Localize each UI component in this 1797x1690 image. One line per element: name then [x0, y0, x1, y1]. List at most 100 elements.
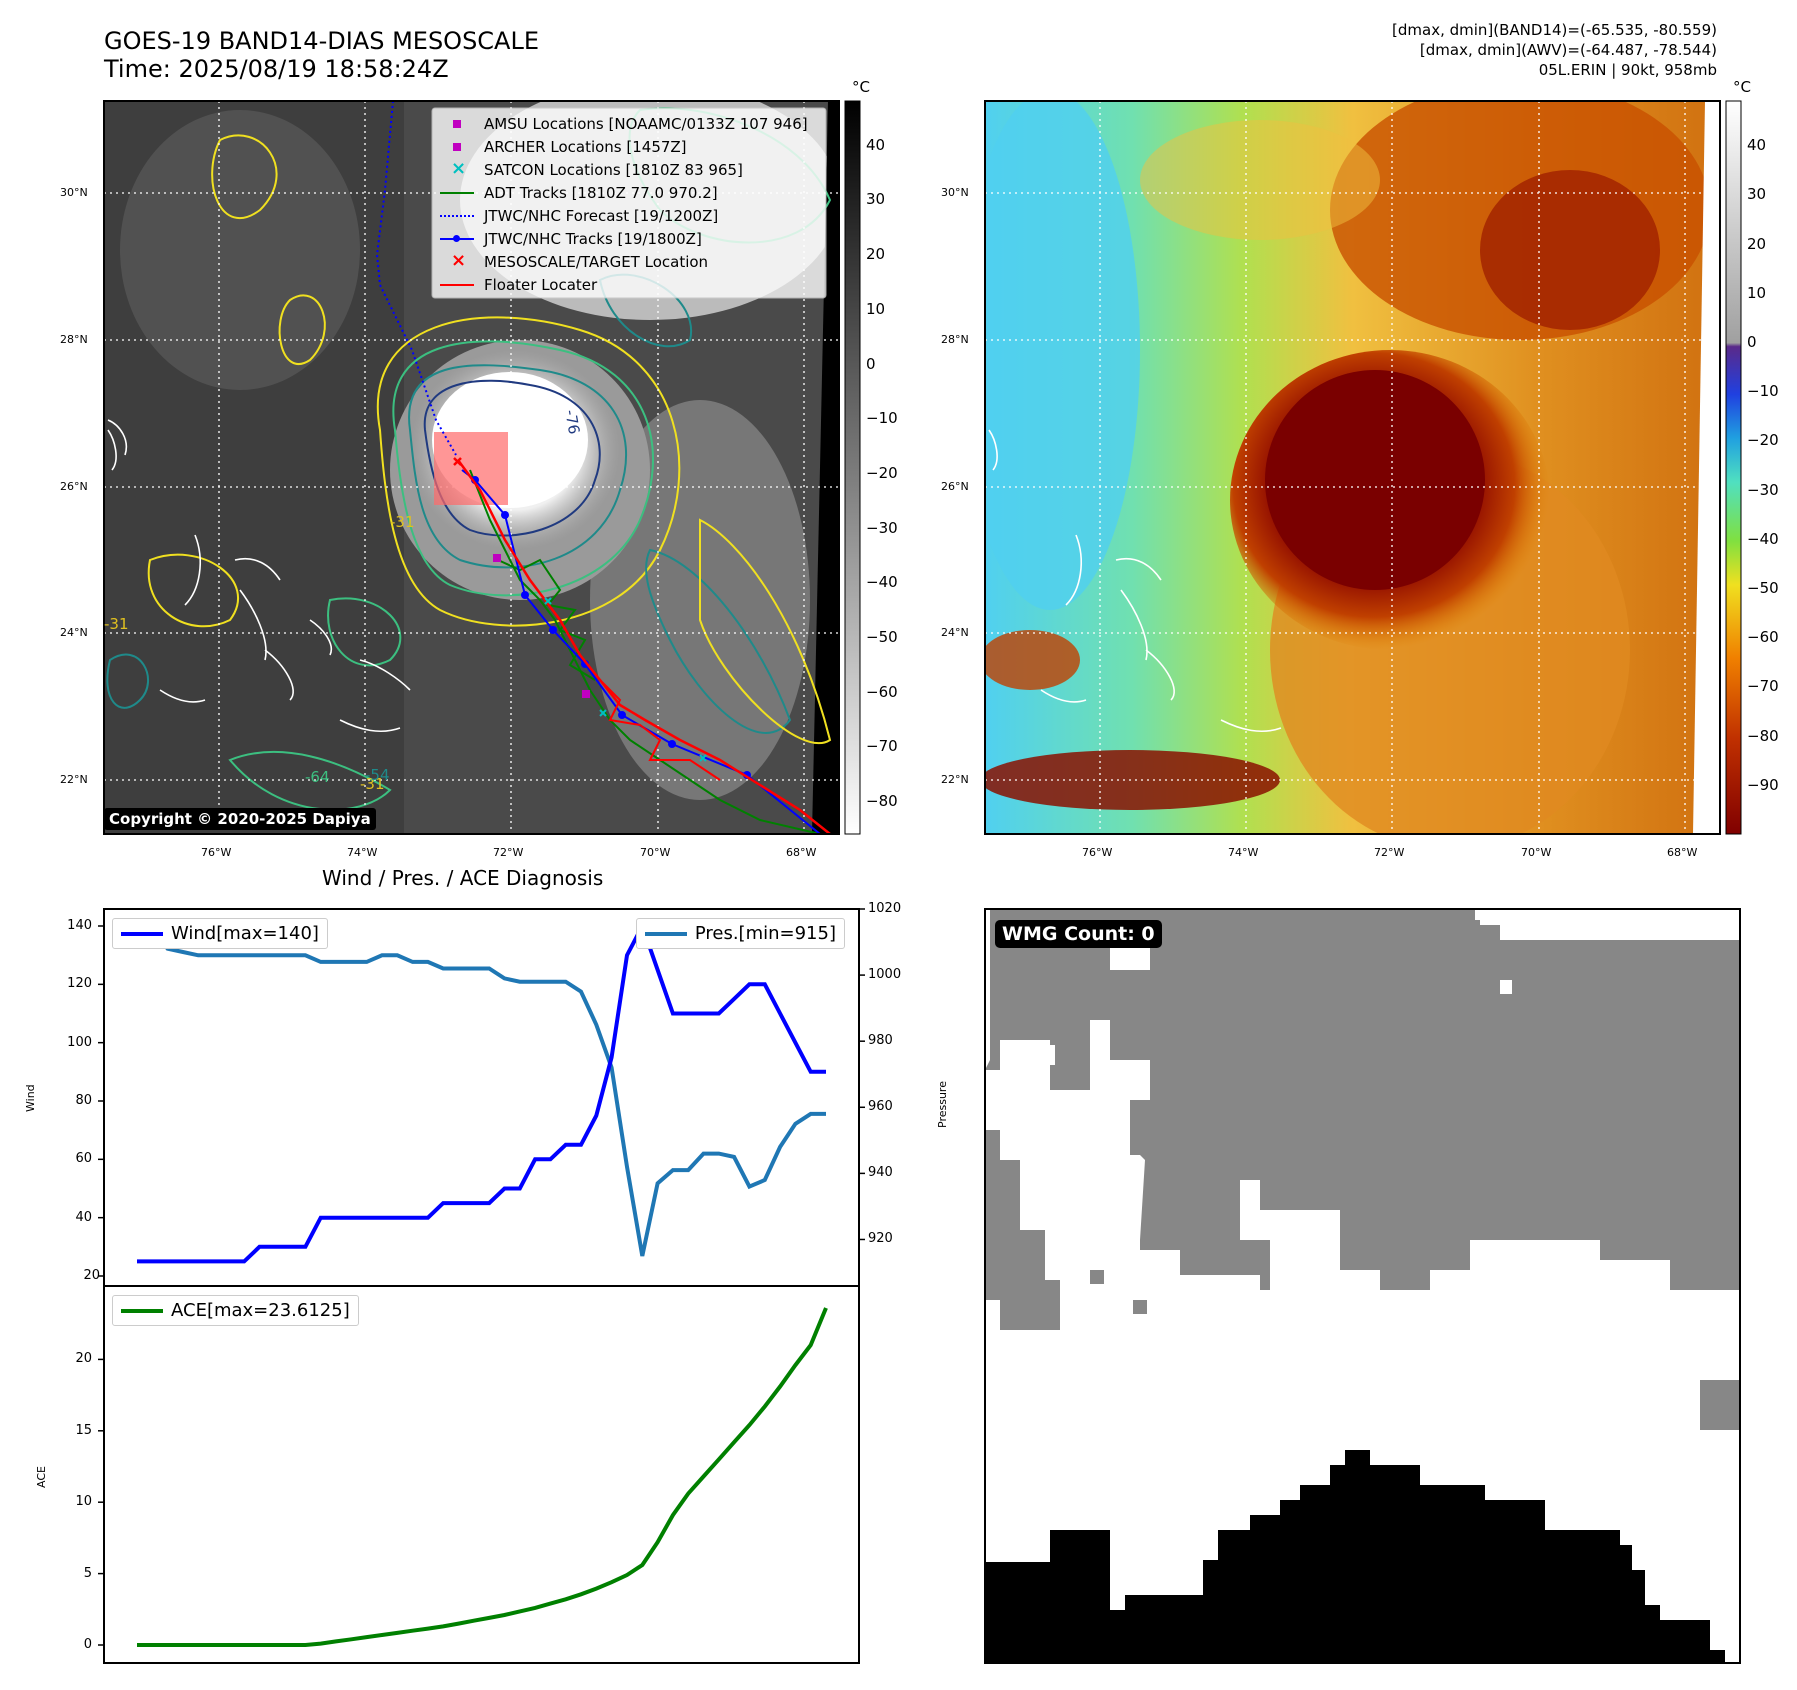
legend-entry: ADT Tracks [1810Z 77.0 970.2] [440, 183, 718, 203]
wmg-frame [984, 908, 1741, 1664]
lat-label: 30°N [60, 186, 88, 199]
pres-legend: Pres.[min=915] [635, 918, 845, 949]
info-line-1: [dmax, dmin](BAND14)=(-65.535, -80.559) [1392, 21, 1717, 39]
gray-colorbar-tick: 30 [866, 190, 886, 209]
gray-colorbar-unit: °C [852, 78, 870, 96]
ace-series-line [137, 1307, 828, 1647]
pressure-tick-label: 1000 [868, 967, 902, 983]
pressure-tick-label: 920 [868, 1231, 893, 1247]
color-colorbar-tick: −50 [1747, 579, 1779, 598]
legend-label: AMSU Locations [NOAAMC/0133Z 107 946] [484, 115, 808, 133]
legend-label: Floater Locater [484, 276, 598, 294]
gray-colorbar-tick: −80 [866, 792, 898, 811]
color-colorbar [1725, 100, 1742, 835]
lat-label: 26°N [941, 480, 969, 493]
wind-axis-label: Wind [24, 1084, 37, 1112]
legend-entry: ARCHER Locations [1457Z] [440, 137, 687, 157]
gray-colorbar-tick: −20 [866, 463, 898, 482]
wind-tick-label: 20 [83, 1268, 100, 1283]
legend-marker [440, 183, 474, 203]
pressure-axis-label: Pressure [936, 1081, 949, 1128]
lon-label: 72°W [493, 846, 524, 859]
color-colorbar-tick: 30 [1747, 185, 1767, 204]
legend-entry: Floater Locater [440, 275, 597, 295]
grayscale-map-frame [103, 100, 840, 835]
ace-axes [103, 1285, 860, 1664]
lon-label: 72°W [1374, 846, 1405, 859]
color-colorbar-tick: −30 [1747, 480, 1779, 499]
legend-marker: × [451, 158, 467, 179]
wind-pres-plot [98, 908, 865, 1277]
legend-entry: JTWC/NHC Forecast [19/1200Z] [440, 206, 718, 226]
color-colorbar-unit: °C [1733, 78, 1751, 96]
color-colorbar-tick: −10 [1747, 382, 1779, 401]
legend-marker [440, 229, 474, 249]
pressure-tick-label: 1020 [868, 901, 902, 916]
lat-label: 30°N [941, 186, 969, 199]
contour-label: -64 [305, 768, 330, 786]
wind-legend-swatch [121, 931, 163, 936]
lon-label: 70°W [640, 846, 671, 859]
gray-colorbar-tick: −60 [866, 682, 898, 701]
pressure-series-line [137, 926, 826, 1257]
pres-legend-label: Pres.[min=915] [694, 923, 836, 944]
wind-tick-label: 80 [75, 1093, 92, 1108]
color-colorbar-tick: 40 [1747, 136, 1767, 155]
pressure-tick-label: 980 [868, 1033, 893, 1049]
figure-title: GOES-19 BAND14-DIAS MESOSCALE [104, 27, 540, 55]
legend-marker: × [451, 250, 467, 271]
lat-label: 28°N [941, 333, 969, 346]
wmg-count-badge: WMG Count: 0 [995, 920, 1162, 948]
figure-time: Time: 2025/08/19 18:58:24Z [104, 55, 449, 83]
gray-colorbar-tick: −70 [866, 737, 898, 756]
contour-label: -54 [365, 766, 390, 784]
diagnosis-title: Wind / Pres. / ACE Diagnosis [322, 866, 604, 890]
contour-label: -31 [390, 513, 415, 531]
color-colorbar-tick: 0 [1747, 333, 1757, 352]
gray-colorbar-tick: −50 [866, 628, 898, 647]
wind-series-line [137, 920, 826, 1264]
lon-label: 68°W [786, 846, 817, 859]
ace-tick-label: 15 [75, 1422, 92, 1438]
lon-label: 70°W [1521, 846, 1552, 859]
legend-entry: × SATCON Locations [1810Z 83 965] [440, 158, 743, 180]
legend-label: JTWC/NHC Tracks [19/1800Z] [484, 230, 702, 248]
gray-colorbar-tick: −30 [866, 518, 898, 537]
legend-label: ADT Tracks [1810Z 77.0 970.2] [484, 184, 718, 202]
gray-colorbar [844, 100, 861, 835]
ace-legend-swatch [121, 1308, 163, 1313]
wind-legend-label: Wind[max=140] [171, 923, 319, 944]
lon-label: 76°W [201, 846, 232, 859]
wind-tick-label: 100 [67, 1034, 92, 1050]
ace-legend: ACE[max=23.6125] [112, 1295, 359, 1326]
legend-label: ARCHER Locations [1457Z] [484, 138, 687, 156]
ace-axis-label: ACE [35, 1466, 48, 1488]
ace-tick-label: 0 [83, 1637, 92, 1652]
legend-marker [440, 206, 474, 226]
ace-plot [98, 1307, 828, 1647]
wind-pres-axes [103, 908, 860, 1287]
legend-marker [440, 114, 474, 134]
wind-legend: Wind[max=140] [112, 918, 328, 949]
color-colorbar-tick: 20 [1747, 234, 1767, 253]
color-colorbar-tick: −60 [1747, 628, 1779, 647]
gray-colorbar-tick: 10 [866, 299, 886, 318]
wind-tick-label: 140 [67, 918, 92, 933]
lat-label: 22°N [60, 773, 88, 786]
lat-label: 24°N [941, 626, 969, 639]
gray-colorbar-tick: 20 [866, 245, 886, 264]
lon-label: 68°W [1667, 846, 1698, 859]
lat-label: 24°N [60, 626, 88, 639]
ace-tick-label: 5 [83, 1565, 92, 1581]
color-colorbar-tick: −90 [1747, 775, 1779, 794]
wmg-panel [985, 909, 1740, 1663]
ace-legend-label: ACE[max=23.6125] [171, 1300, 350, 1321]
pres-legend-swatch [644, 931, 687, 936]
gray-colorbar-tick: −40 [866, 573, 898, 592]
info-line-3: 05L.ERIN | 90kt, 958mb [1538, 61, 1717, 79]
wind-tick-label: 40 [75, 1209, 92, 1225]
color-colorbar-tick: −70 [1747, 677, 1779, 696]
lat-label: 28°N [60, 333, 88, 346]
gray-colorbar-tick: 0 [866, 354, 876, 373]
